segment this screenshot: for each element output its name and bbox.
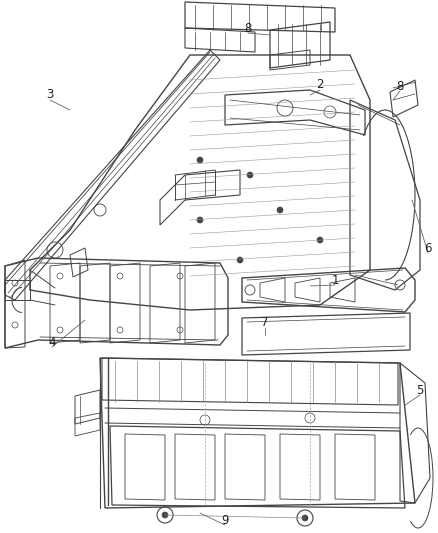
Text: 8: 8 [396,79,404,93]
Text: 2: 2 [316,78,324,92]
Text: 3: 3 [46,88,54,101]
Circle shape [302,515,308,521]
Circle shape [277,207,283,213]
Circle shape [237,257,243,263]
Text: 1: 1 [331,273,339,287]
Text: 8: 8 [244,21,252,35]
Text: 9: 9 [221,513,229,527]
Text: 7: 7 [261,317,269,329]
Text: 5: 5 [416,384,424,397]
Circle shape [247,172,253,178]
Text: 4: 4 [48,335,56,349]
Circle shape [197,157,203,163]
Circle shape [197,217,203,223]
Text: 6: 6 [424,241,432,254]
Circle shape [317,237,323,243]
Circle shape [162,512,168,518]
